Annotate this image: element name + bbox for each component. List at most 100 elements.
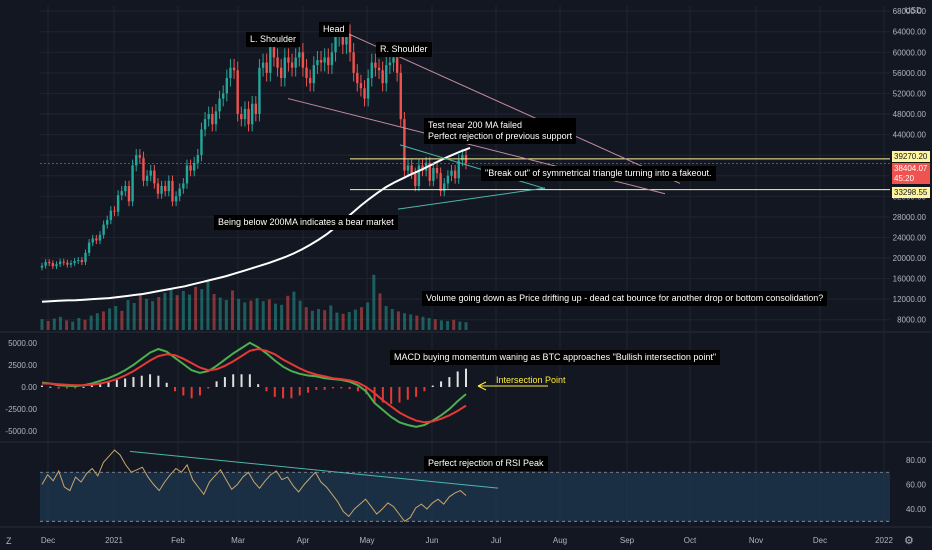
- annotation-head: Head: [319, 22, 349, 37]
- volume-bar: [360, 307, 364, 330]
- volume-bar: [169, 288, 173, 330]
- volume-bar: [237, 298, 241, 330]
- macd-histogram-bar: [307, 387, 310, 393]
- candle-body: [298, 52, 301, 58]
- macd-histogram-bar: [456, 371, 459, 387]
- volume-bar: [144, 298, 148, 330]
- candle-body: [421, 165, 424, 171]
- volume-bar: [452, 319, 456, 330]
- annotation-r-shoulder: R. Shoulder: [376, 42, 432, 57]
- time-tick-label: Dec: [813, 536, 827, 545]
- candle-body: [40, 265, 44, 268]
- volume-bar: [310, 310, 314, 330]
- macd-histogram-bar: [90, 384, 93, 387]
- volume-bar: [317, 309, 321, 330]
- volume-bar: [292, 291, 296, 330]
- volume-bar: [372, 274, 376, 330]
- candle-body: [450, 170, 453, 176]
- price-tick-label: 24000.00: [893, 233, 927, 242]
- volume-bar: [187, 294, 191, 330]
- volume-bar: [329, 305, 333, 330]
- candle-body: [77, 260, 80, 262]
- macd-histogram-bar: [149, 374, 152, 387]
- candle-body: [232, 67, 236, 71]
- candle-body: [203, 119, 207, 130]
- candle-body: [294, 57, 297, 68]
- volume-bar: [366, 302, 370, 330]
- volume-bar: [224, 300, 228, 330]
- candle-body: [124, 186, 127, 192]
- volume-bar: [427, 318, 431, 330]
- candle-body: [327, 57, 330, 66]
- candle-body: [182, 183, 185, 189]
- candle-body: [395, 57, 399, 73]
- candle-body: [156, 183, 160, 194]
- volume-bar: [384, 306, 388, 330]
- candle-body: [392, 57, 395, 63]
- macd-tick-label: 5000.00: [8, 339, 37, 348]
- annotation-test-ma-line1: Test near 200 MA failed: [428, 120, 523, 130]
- indicator-lines: [41, 146, 471, 522]
- macd-histogram-bar: [273, 387, 276, 397]
- volume-bar: [200, 289, 204, 330]
- rsi-band: [40, 471, 890, 522]
- annotation-bear-market: Being below 200MA indicates a bear marke…: [214, 215, 398, 230]
- trendlines: [40, 28, 890, 489]
- volume-bar: [77, 318, 81, 330]
- macd-histogram-bar: [290, 387, 293, 399]
- candle-body: [95, 238, 98, 241]
- candle-body: [374, 62, 377, 68]
- candle-body: [171, 180, 174, 202]
- gear-icon[interactable]: ⚙: [904, 535, 914, 547]
- macd-line: [41, 341, 467, 428]
- candle-body: [435, 168, 439, 174]
- candle-body: [385, 65, 388, 84]
- candle-body: [135, 155, 138, 166]
- candle-body: [428, 162, 431, 181]
- annotation-breakout: "Break out" of symmetrical triangle turn…: [481, 166, 716, 181]
- candle-body: [276, 57, 279, 68]
- volume-bar: [421, 316, 425, 330]
- candle-body: [48, 262, 51, 264]
- volume-bar: [151, 301, 155, 330]
- candle-body: [366, 78, 370, 99]
- candle-body: [218, 98, 221, 112]
- candle-body: [106, 219, 109, 225]
- macd-histogram-bar: [381, 387, 384, 403]
- candle-body: [87, 242, 91, 253]
- price-tag-level-high: 39270.20: [892, 151, 930, 162]
- macd-histogram-bar: [448, 377, 451, 387]
- candle-body: [370, 62, 373, 78]
- timezone-icon[interactable]: Z: [6, 536, 12, 546]
- annotation-volume: Volume going down as Price drifting up -…: [422, 291, 828, 306]
- macd-histogram-bar: [331, 387, 334, 389]
- candle-body: [334, 36, 337, 53]
- candle-body: [247, 108, 250, 125]
- candle-body: [381, 70, 384, 84]
- rsi-tick-label: 80.00: [906, 456, 927, 465]
- volume-bar: [40, 319, 44, 330]
- macd-histogram-bar: [232, 374, 235, 387]
- candle-body: [149, 170, 152, 176]
- volume-bar: [108, 308, 112, 330]
- macd-histogram-bar: [240, 374, 243, 387]
- macd-tick-label: 2500.00: [8, 361, 37, 370]
- candle-body: [457, 160, 460, 179]
- macd-histogram-bar: [415, 387, 418, 397]
- candle-body: [109, 210, 113, 220]
- macd-histogram-bar: [82, 386, 85, 388]
- time-tick-label: May: [359, 536, 374, 545]
- candle-body: [279, 67, 283, 78]
- annotation-macd: MACD buying momentum waning as BTC appro…: [390, 350, 721, 365]
- candle-body: [352, 52, 355, 73]
- macd-histogram-bar: [198, 387, 201, 396]
- volume-bar: [390, 309, 394, 330]
- candle-body: [91, 238, 94, 243]
- candle-body: [301, 52, 305, 68]
- volume-bar: [261, 301, 265, 330]
- volume-bar: [458, 321, 462, 330]
- annotation-intersection: Intersection Point: [496, 375, 566, 385]
- candle-body: [243, 108, 247, 120]
- volume-bar: [267, 299, 271, 330]
